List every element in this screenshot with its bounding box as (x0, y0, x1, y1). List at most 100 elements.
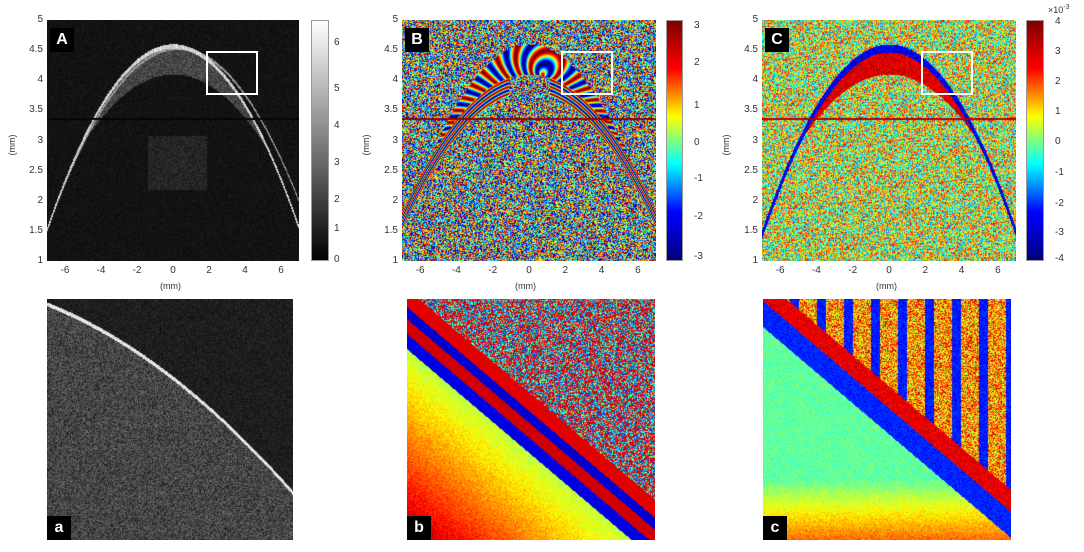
panel-C-zoom-box (921, 51, 973, 95)
x-tick-label: 4 (242, 265, 248, 276)
x-tick-label: 4 (598, 265, 605, 276)
y-tick-label: 1.5 (29, 224, 43, 236)
colorbar-tick: -3 (1055, 227, 1064, 238)
panel-B-x-unit: (mm) (515, 281, 536, 291)
x-tick-label: 6 (635, 265, 641, 276)
y-tick-label: 4 (392, 74, 398, 86)
colorbar-tick: 2 (1055, 76, 1061, 87)
x-tick-label: 6 (995, 265, 1001, 276)
panel-B-colorbar (666, 20, 683, 261)
y-tick-label: 3 (37, 134, 43, 146)
y-tick-label: 5 (752, 14, 758, 25)
panel-B-label: B (405, 28, 429, 52)
panel-A-label: A (50, 28, 74, 52)
y-tick-label: 1 (392, 255, 398, 266)
panel-B-zoom-box (561, 51, 613, 95)
y-tick-label: 4.5 (29, 44, 43, 56)
panel-a-image: a (47, 299, 293, 540)
colorbar-tick: 2 (694, 57, 700, 68)
x-tick-label: 0 (886, 265, 892, 276)
colorbar-tick: -2 (1055, 198, 1064, 209)
x-tick-label: -6 (415, 265, 425, 276)
panel-b-label: b (407, 516, 431, 540)
colorbar-tick: 4 (334, 120, 340, 131)
colorbar-tick: 2 (334, 194, 340, 205)
y-tick-label: 1.5 (384, 224, 398, 236)
colorbar-tick: 1 (694, 100, 700, 111)
y-tick-label: 1 (37, 255, 43, 266)
y-tick-label: 1.5 (744, 224, 758, 236)
panel-A-x-unit: (mm) (160, 281, 181, 291)
panel-C-label: C (765, 28, 789, 52)
panel-c-canvas (763, 299, 1011, 540)
x-tick-label: -4 (811, 265, 821, 276)
colorbar-tick: -2 (694, 211, 703, 222)
panel-b-image: b (407, 299, 655, 540)
y-tick-label: 3.5 (384, 104, 398, 116)
colorbar-tick: -3 (694, 251, 703, 262)
x-tick-label: -6 (60, 265, 70, 276)
y-tick-label: 2.5 (29, 164, 43, 176)
x-tick-label: 0 (170, 265, 176, 276)
x-tick-label: 2 (922, 265, 929, 276)
panel-a-label: a (47, 516, 71, 540)
colorbar-tick: -1 (694, 173, 703, 184)
multiplier-base: ×10 (1048, 5, 1064, 15)
panel-C-canvas (762, 20, 1016, 261)
x-tick-label: -2 (488, 265, 498, 276)
y-tick-label: 2.5 (384, 164, 398, 176)
colorbar-tick: 3 (694, 20, 700, 31)
colorbar-tick: -1 (1055, 167, 1064, 178)
colorbar-tick: 3 (1055, 46, 1061, 57)
multiplier-exponent: -3 (1063, 4, 1070, 11)
panel-C-colorbar-multiplier: ×10-3 (1048, 4, 1070, 15)
y-tick-label: 4 (37, 74, 43, 86)
colorbar-tick: 5 (334, 83, 340, 94)
y-tick-label: 4.5 (744, 44, 758, 56)
panel-C-image: C (762, 20, 1016, 261)
y-tick-label: 4.5 (384, 44, 398, 56)
panel-C-x-unit: (mm) (876, 281, 897, 291)
panel-B-image: B (402, 20, 656, 261)
x-tick-label: -4 (451, 265, 461, 276)
panel-A-zoom-box (206, 51, 258, 95)
panel-A-y-unit: (mm) (7, 134, 17, 156)
colorbar-tick: 3 (334, 157, 340, 168)
x-tick-label: 2 (562, 265, 569, 276)
colorbar-tick: 4 (1055, 16, 1061, 27)
x-tick-label: -2 (848, 265, 858, 276)
panel-B-canvas (402, 20, 656, 261)
y-tick-label: 4 (752, 74, 758, 86)
panel-C-y-unit: (mm) (721, 134, 731, 156)
panel-A-canvas (47, 20, 299, 261)
y-tick-label: 2.5 (744, 164, 758, 176)
panel-B-y-unit: (mm) (361, 134, 371, 156)
y-tick-label: 5 (37, 14, 43, 25)
y-tick-label: 3.5 (29, 104, 43, 116)
panel-c-label: c (763, 516, 787, 540)
panel-A-colorbar (311, 20, 329, 261)
colorbar-tick: 6 (334, 37, 340, 48)
x-tick-label: -2 (132, 265, 142, 276)
x-tick-label: -4 (96, 265, 106, 276)
y-tick-label: 3 (392, 134, 398, 146)
panel-b-canvas (407, 299, 655, 540)
panel-C-colorbar (1026, 20, 1044, 261)
colorbar-tick: 1 (1055, 106, 1061, 117)
y-tick-label: 5 (392, 14, 398, 25)
y-tick-label: 2 (37, 194, 43, 206)
y-tick-label: 1 (752, 255, 758, 266)
colorbar-tick: 1 (334, 223, 340, 234)
x-tick-label: 2 (206, 265, 212, 276)
y-tick-label: 3.5 (744, 104, 758, 116)
y-tick-label: 2 (752, 194, 758, 206)
colorbar-tick: 0 (694, 137, 700, 148)
panel-A-image: A (47, 20, 299, 261)
y-tick-label: 3 (752, 134, 758, 146)
x-tick-label: 0 (526, 265, 532, 276)
colorbar-tick: -4 (1055, 253, 1064, 264)
colorbar-tick: 0 (1055, 136, 1061, 147)
panel-a-canvas (47, 299, 293, 540)
colorbar-tick: 0 (334, 254, 340, 265)
panel-c-image: c (763, 299, 1011, 540)
